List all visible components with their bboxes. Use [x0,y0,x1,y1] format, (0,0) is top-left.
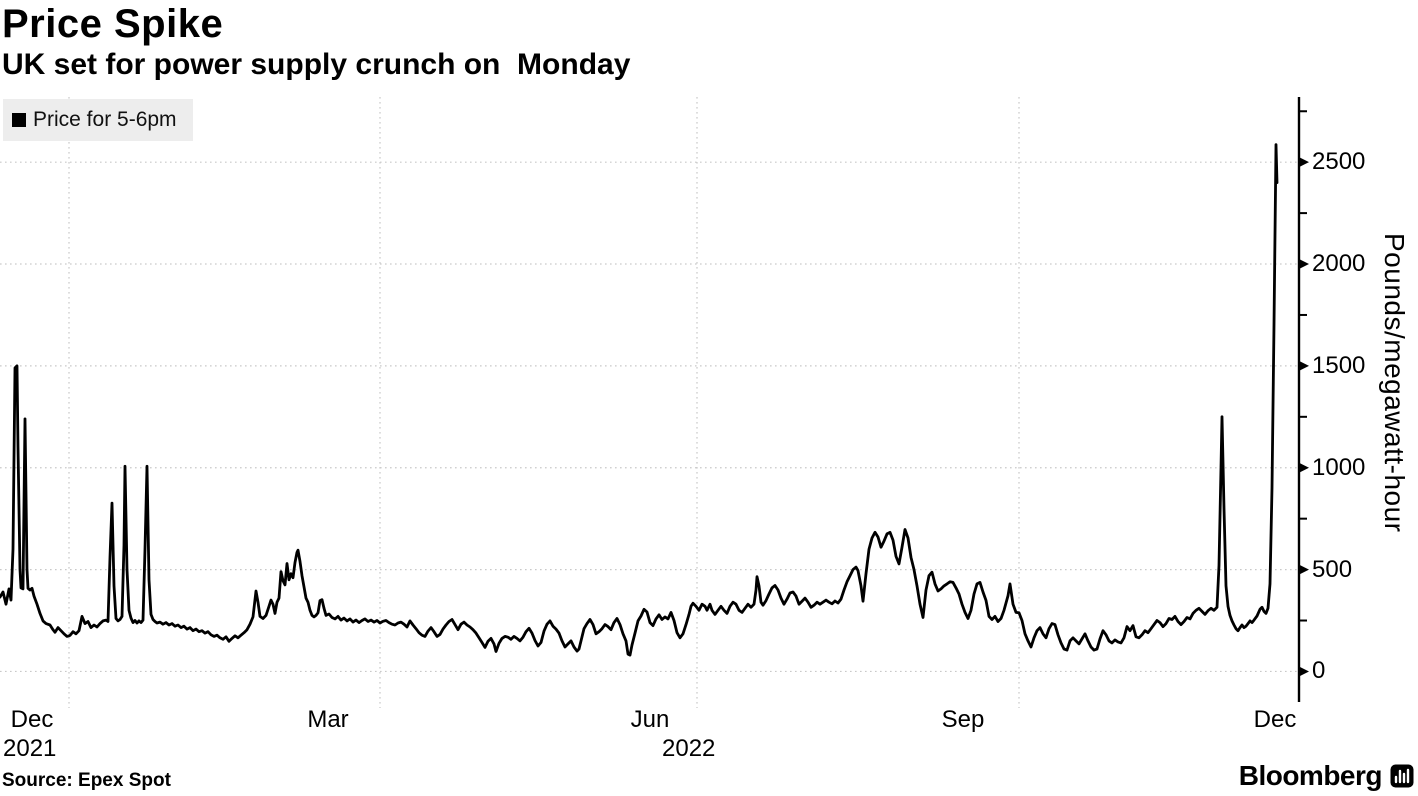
y-axis-title: Pounds/megawatt-hour [1379,233,1410,533]
legend: Price for 5-6pm [3,99,193,141]
legend-label: Price for 5-6pm [33,108,177,131]
y-major-tick [1299,259,1309,270]
y-major-tick [1299,157,1309,168]
price-series-line [0,143,1279,657]
chart-subtitle: UK set for power supply crunch on Monday [2,48,631,81]
bloomberg-bars-icon [1390,764,1414,788]
bloomberg-logo: Bloomberg [1239,760,1414,792]
y-major-tick [1299,666,1309,677]
source-note: Source: Epex Spot [2,770,171,791]
chart-title: Price Spike [2,2,224,46]
y-major-tick [1299,564,1309,575]
legend-swatch-icon [12,113,26,127]
y-major-tick [1299,462,1309,473]
y-major-tick [1299,360,1309,371]
bloomberg-wordmark: Bloomberg [1238,760,1383,791]
